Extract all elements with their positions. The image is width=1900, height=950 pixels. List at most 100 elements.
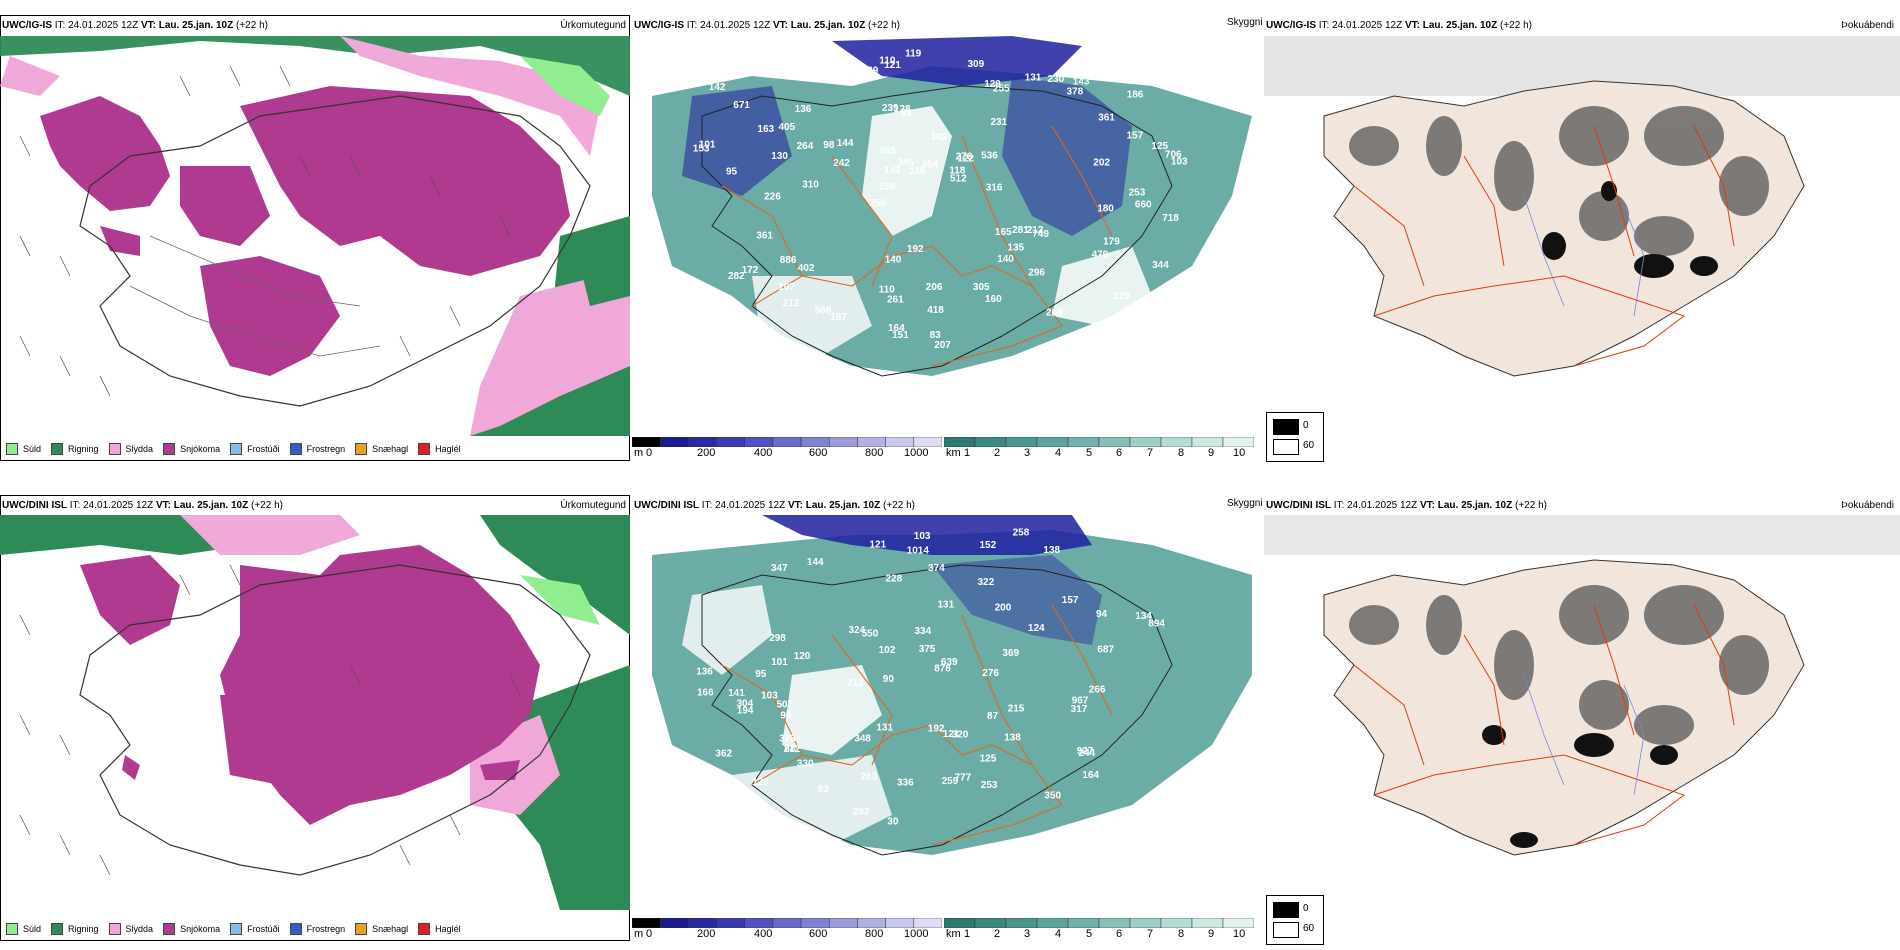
visibility-value-label: 718 (1162, 213, 1179, 224)
visibility-value-label: 255 (993, 84, 1010, 95)
visibility-value-label: 894 (1148, 618, 1165, 629)
precip-map (0, 515, 630, 910)
visibility-value-label: 878 (934, 664, 951, 675)
visibility-value-label: 202 (1093, 158, 1110, 169)
visibility-value-label: 187 (830, 312, 847, 323)
visibility-value-label: 310 (802, 180, 819, 191)
visibility-unit: km (946, 447, 961, 459)
visibility-value-label: 512 (950, 174, 967, 185)
legend-item-sleet: Slydda (108, 443, 153, 455)
colorbar-segment (1067, 436, 1100, 448)
visibility-value-label: 144 (837, 138, 854, 149)
visibility-value-label: 671 (733, 100, 750, 111)
visibility-value-label: 131 (938, 600, 955, 611)
visibility-value-label: 163 (757, 124, 774, 135)
visibility-value-label: 143 (1073, 77, 1090, 88)
legend-item-hail: Haglél (418, 443, 461, 455)
colorbar-segment (885, 917, 915, 929)
ceiling-tick: 800 (865, 928, 884, 940)
visibility-tick: 9 (1208, 447, 1215, 459)
legend-swatch (230, 923, 243, 935)
visibility-value-label: 239 (882, 103, 899, 114)
visibility-value-label: 282 (853, 806, 870, 817)
visibility-value-label: 129 (1113, 291, 1130, 302)
visibility-value-label: 83 (930, 330, 942, 341)
visibility-value-label: 166 (697, 688, 714, 699)
visibility-value-label: 103 (761, 691, 778, 702)
visibility-value-label: 94 (1096, 609, 1108, 620)
visibility-value-label: 87 (987, 711, 999, 722)
colorbar-segment (943, 436, 976, 448)
visibility-value-labels: 95 186 250 231 239 182 172 144 212 128 122 749 671 12… (693, 49, 1188, 352)
legend-item-drizzle: Súld (6, 923, 41, 935)
visibility-value-label: 263 (860, 771, 877, 782)
visibility-unit: km (946, 928, 961, 940)
legend-item-snow-pellets: Snæhagl (355, 923, 408, 935)
visibility-value-label: 141 (728, 688, 745, 699)
visibility-value-label: 130 (771, 151, 788, 162)
visibility-value-label: 212 (784, 744, 801, 755)
legend-swatch (51, 443, 64, 455)
colorbar-segment (631, 436, 661, 448)
visibility-tick: 8 (1178, 447, 1185, 459)
visibility-tick: 4 (1055, 928, 1062, 940)
ceiling-tick: 1000 (904, 928, 929, 940)
legend-item-freezing-rain: Frostregn (289, 443, 345, 455)
colorbar-segment (716, 436, 745, 448)
visibility-value-label: 284 (708, 54, 725, 65)
visibility-value-label: 138 (1004, 733, 1021, 744)
colorbar-segment (1191, 917, 1224, 929)
visibility-value-label: 550 (862, 628, 879, 639)
visibility-tick: 6 (1116, 928, 1123, 940)
colorbar-segment (744, 436, 774, 448)
ceiling-tick: 400 (754, 928, 773, 940)
colorbar-segment (1067, 917, 1100, 929)
visibility-value-label: 320 (952, 729, 969, 740)
ceiling-tick: 1000 (904, 447, 929, 459)
colorbar-segment (688, 436, 717, 448)
colorbar-segment (974, 917, 1007, 929)
visibility-tick: 1 (964, 928, 971, 940)
visibility-value-label: 261 (887, 295, 904, 306)
colorbar-segment (1098, 917, 1131, 929)
fog-map (1264, 515, 1900, 856)
visibility-value-label: 330 (797, 759, 814, 770)
visibility-value-label: 95 (755, 669, 767, 680)
visibility-colorbar-ramp (943, 436, 1255, 448)
legend-item-hail: Haglél (418, 923, 461, 935)
visibility-value-label: 305 (973, 282, 990, 293)
colorbar-segment (913, 917, 943, 929)
ceiling-colorbar: m 0 200 400 600 800 1000 (631, 436, 943, 459)
colorbar-segment (716, 917, 745, 929)
panel-title: Skyggni (1227, 498, 1263, 509)
fog-legend-swatch-black (1273, 419, 1299, 435)
visibility-tick: 9 (1208, 928, 1215, 940)
visibility-value-label: 706 (1165, 150, 1182, 161)
visibility-tick: 2 (994, 447, 1001, 459)
visibility-value-label: 369 (1002, 648, 1019, 659)
visibility-value-label: 128 (894, 104, 911, 115)
visibility-value-label: 276 (982, 668, 999, 679)
visibility-value-label: 110 (879, 56, 896, 67)
fog-legend-tick: 0 (1303, 903, 1309, 914)
visibility-value-label: 121 (884, 60, 901, 71)
visibility-colorbar: km 1 2 3 4 5 6 7 8 9 10 (943, 436, 1255, 459)
legend-item-rain: Rigning (51, 923, 99, 935)
visibility-value-label: 269 (1046, 307, 1063, 318)
visibility-value-label: 102 (879, 645, 896, 656)
legend-swatch (418, 923, 431, 935)
colorbar-segment (659, 436, 689, 448)
fog-map (1264, 36, 1900, 377)
visibility-value-label: 99 (780, 710, 792, 721)
colorbar-segment (772, 436, 802, 448)
legend-item-snow: Snjókoma (163, 443, 220, 455)
visibility-value-label: 344 (1152, 260, 1169, 271)
panel-title: Úrkomutegund (560, 20, 626, 31)
legend-item-rain: Rigning (51, 443, 99, 455)
colorbar-segment (1129, 917, 1162, 929)
visibility-value-label: 92 (818, 784, 830, 795)
ceiling-unit: m (634, 928, 644, 940)
ceiling-tick: 200 (697, 928, 716, 940)
visibility-value-label: 207 (934, 340, 951, 351)
visibility-value-label: 348 (854, 733, 871, 744)
